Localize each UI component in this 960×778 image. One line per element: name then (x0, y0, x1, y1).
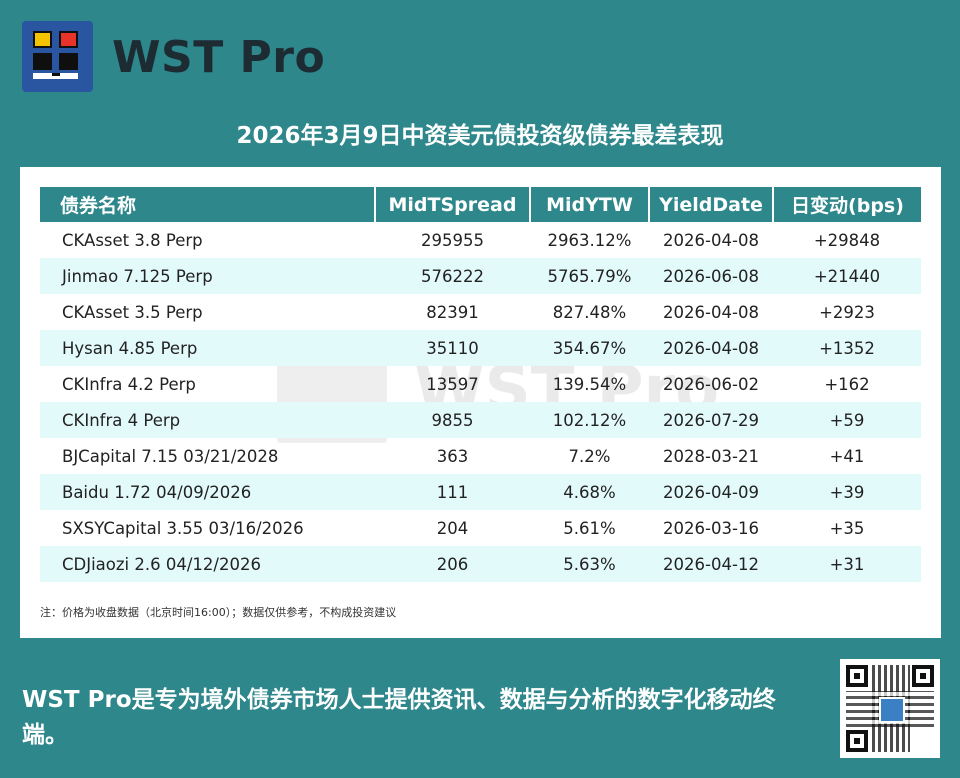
mid-ytw-cell: 7.2% (568, 446, 611, 466)
table-row: CDJiaozi 2.6 04/12/2026 206 5.63% 2026-04-1… (40, 546, 921, 582)
daily-change-cell: +59 (773, 402, 921, 438)
daily-change-cell: +2923 (819, 302, 875, 322)
mid-t-spread-cell: 363 (436, 446, 469, 466)
footer-tagline: WST Pro是专为境外债券市场人士提供资讯、数据与分析的数字化移动终端。 (22, 687, 776, 748)
daily-change-cell: +29848 (813, 230, 881, 250)
yield-date-cell: 2026-04-08 (663, 230, 759, 250)
mid-t-spread-cell: 82391 (426, 302, 479, 322)
bond-name-cell: CKInfra 4 Perp (40, 402, 375, 438)
table-row: BJCapital 7.15 03/21/2028 363 7.2% 2028-03-… (40, 438, 921, 474)
bond-name-cell: BJCapital 7.15 03/21/2028 (62, 446, 279, 466)
header-mid-t-spread: MidTSpread (375, 187, 531, 222)
bond-name-cell: CKAsset 3.5 Perp (62, 302, 203, 322)
footnote: 注：价格为收盘数据（北京时间16:00）；数据仅供参考，不构成投资建议 (40, 606, 397, 619)
mid-t-spread-cell: 576222 (375, 258, 530, 294)
header-daily-change: 日变动(bps) (773, 187, 921, 222)
mid-ytw-cell: 354.67% (530, 330, 649, 366)
mid-t-spread-cell: 206 (375, 546, 530, 582)
brand-name: WST Pro (112, 32, 326, 83)
bond-name-cell: CDJiaozi 2.6 04/12/2026 (40, 546, 375, 582)
table-row: Baidu 1.72 04/09/2026 111 4.68% 2026-04-09 +… (40, 474, 921, 510)
mid-t-spread-cell: 204 (436, 518, 469, 538)
table-row: CKInfra 4 Perp 9855 102.12% 2026-07-29 +59 (40, 402, 921, 438)
table-row: CKAsset 3.8 Perp 295955 2963.12% 2026-04-08… (40, 222, 921, 258)
yield-date-cell: 2026-06-02 (663, 374, 759, 394)
yield-date-cell: 2026-03-16 (663, 518, 759, 538)
daily-change-cell: +31 (773, 546, 921, 582)
table-row: Hysan 4.85 Perp 35110 354.67% 2026-04-08 +13… (40, 330, 921, 366)
header-yield-date: YieldDate (649, 187, 774, 222)
bond-table: 债券名称 MidTSpread MidYTW YieldDate 日变动(bps… (40, 187, 921, 582)
table-row: SXSYCapital 3.55 03/16/2026 204 5.61% 2026-… (40, 510, 921, 546)
qr-code-icon (840, 659, 940, 758)
bond-name-cell: CKAsset 3.8 Perp (62, 230, 203, 250)
mid-ytw-cell: 139.54% (552, 374, 627, 394)
yield-date-cell: 2026-06-08 (649, 258, 773, 294)
table-row: CKAsset 3.5 Perp 82391 827.48% 2026-04-08 +2… (40, 294, 921, 330)
mid-ytw-cell: 4.68% (530, 474, 649, 510)
bond-name-cell: SXSYCapital 3.55 03/16/2026 (62, 518, 304, 538)
bond-name-cell: CKInfra 4.2 Perp (62, 374, 196, 394)
daily-change-cell: +162 (824, 374, 870, 394)
page-title: 2026年3月9日中资美元债投资级债券最差表现 (236, 123, 724, 149)
yield-date-cell: 2026-04-08 (663, 302, 759, 322)
yield-date-cell: 2026-04-12 (649, 546, 773, 582)
mid-ytw-cell: 5765.79% (530, 258, 649, 294)
header-mid-ytw: MidYTW (530, 187, 650, 222)
daily-change-cell: +35 (829, 518, 865, 538)
mid-t-spread-cell: 9855 (375, 402, 530, 438)
yield-date-cell: 2026-04-09 (649, 474, 773, 510)
mid-t-spread-cell: 35110 (375, 330, 530, 366)
bond-name-cell: Hysan 4.85 Perp (40, 330, 375, 366)
daily-change-cell: +1352 (773, 330, 921, 366)
mid-t-spread-cell: 111 (375, 474, 530, 510)
mid-ytw-cell: 2963.12% (547, 230, 632, 250)
mid-ytw-cell: 827.48% (552, 302, 627, 322)
mid-ytw-cell: 5.61% (563, 518, 616, 538)
header-bond-name: 债券名称 (40, 187, 376, 222)
daily-change-cell: +21440 (773, 258, 921, 294)
yield-date-cell: 2028-03-21 (663, 446, 759, 466)
table-row: CKInfra 4.2 Perp 13597 139.54% 2026-06-02 +1… (40, 366, 921, 402)
bond-name-cell: Baidu 1.72 04/09/2026 (40, 474, 375, 510)
table-header-row: 债券名称 MidTSpread MidYTW YieldDate 日变动(bps… (40, 187, 921, 222)
table-panel: WST Pro 债券名称 MidTSpread MidYTW YieldDate… (20, 167, 941, 638)
wst-logo-icon (22, 21, 93, 92)
daily-change-cell: +41 (829, 446, 865, 466)
yield-date-cell: 2026-07-29 (649, 402, 773, 438)
yield-date-cell: 2026-04-08 (649, 330, 773, 366)
mid-ytw-cell: 102.12% (530, 402, 649, 438)
mid-t-spread-cell: 295955 (421, 230, 484, 250)
daily-change-cell: +39 (773, 474, 921, 510)
table-row: Jinmao 7.125 Perp 576222 5765.79% 2026-06-0… (40, 258, 921, 294)
mid-t-spread-cell: 13597 (426, 374, 479, 394)
mid-ytw-cell: 5.63% (530, 546, 649, 582)
bond-name-cell: Jinmao 7.125 Perp (40, 258, 375, 294)
